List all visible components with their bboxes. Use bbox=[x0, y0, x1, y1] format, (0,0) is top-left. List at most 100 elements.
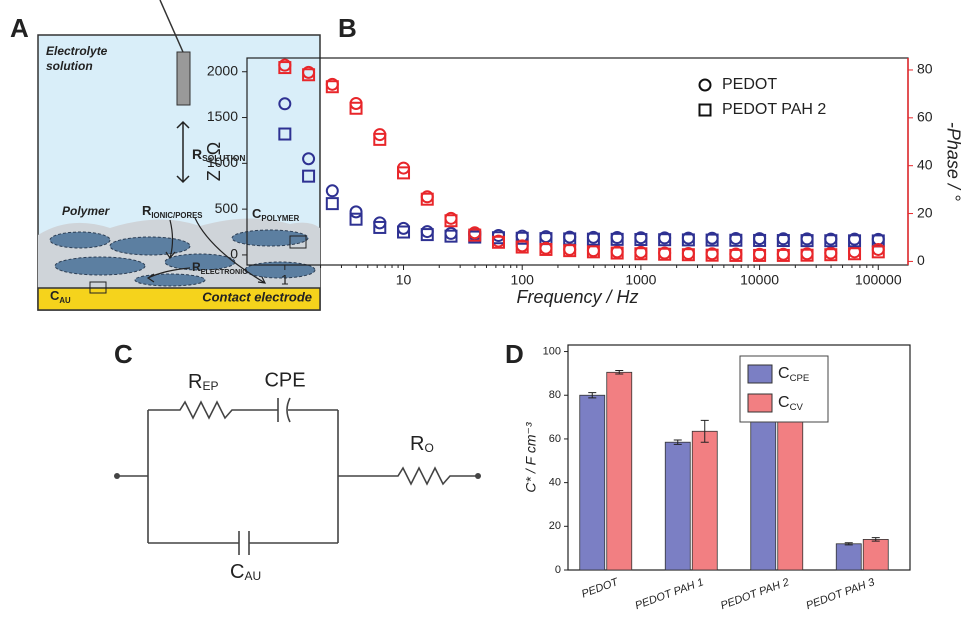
arrow bbox=[194, 217, 267, 284]
y2-axis-label: -Phase / ° bbox=[943, 122, 963, 201]
y-tick-label: 1000 bbox=[207, 154, 238, 170]
y-tick-label: 1500 bbox=[207, 108, 238, 124]
sub-label: CAU bbox=[230, 561, 261, 583]
data-point bbox=[444, 214, 458, 228]
y-tick-label: 100 bbox=[543, 345, 561, 357]
data-point bbox=[776, 234, 790, 248]
label-sub: AU bbox=[244, 569, 261, 583]
data-point bbox=[373, 220, 387, 234]
data-point bbox=[420, 225, 434, 239]
circuit bbox=[117, 397, 478, 555]
label-sub: CV bbox=[790, 402, 804, 413]
data-point bbox=[325, 197, 339, 211]
panel-label: D bbox=[505, 339, 524, 369]
label-sub: SOLUTION bbox=[202, 153, 245, 163]
y2-tick-label: 80 bbox=[917, 61, 933, 77]
data-point bbox=[325, 80, 339, 94]
data-point bbox=[420, 228, 434, 242]
label: CPE bbox=[264, 369, 305, 391]
data-point bbox=[776, 248, 790, 262]
label-sub: O bbox=[424, 441, 433, 455]
electrode-rod bbox=[176, 51, 191, 106]
y-tick-label: 2000 bbox=[207, 62, 238, 78]
data-point bbox=[848, 247, 862, 261]
data-point bbox=[705, 248, 719, 262]
label: Polymer bbox=[62, 204, 111, 218]
data-point bbox=[729, 233, 743, 247]
data-point bbox=[278, 127, 292, 141]
data-point bbox=[658, 233, 672, 247]
bar bbox=[835, 543, 862, 571]
data-point bbox=[349, 212, 363, 226]
panel-label: B bbox=[338, 13, 357, 43]
terminal bbox=[114, 473, 120, 479]
error-bar bbox=[588, 392, 597, 399]
data-point bbox=[468, 228, 482, 242]
x-tick-label: PEDOT PAH 3 bbox=[805, 576, 878, 612]
data-point bbox=[729, 248, 743, 262]
bar bbox=[691, 430, 718, 571]
sub-label: CPOLYMER bbox=[252, 206, 300, 223]
sub-label: REP bbox=[188, 371, 218, 393]
data-point bbox=[698, 78, 712, 92]
data-point bbox=[848, 234, 862, 248]
y2-tick-label: 40 bbox=[917, 156, 933, 172]
data-point bbox=[397, 225, 411, 239]
label-sub: CPE bbox=[790, 373, 810, 384]
data-point bbox=[491, 235, 505, 249]
data-point bbox=[634, 233, 648, 247]
label-main: C bbox=[50, 288, 60, 303]
y-tick-label: 80 bbox=[549, 389, 561, 401]
y2-tick-label: 60 bbox=[917, 109, 933, 125]
bar bbox=[579, 394, 606, 571]
data-point bbox=[586, 245, 600, 259]
arrow bbox=[146, 267, 191, 283]
data-point bbox=[681, 248, 695, 262]
sub-label: CAU bbox=[50, 288, 71, 305]
sub-label: CCV bbox=[778, 394, 803, 412]
x-tick-label: PEDOT PAH 1 bbox=[634, 576, 706, 612]
data-point bbox=[610, 232, 624, 246]
diagram-a bbox=[37, 0, 321, 311]
label-main: C bbox=[230, 561, 244, 583]
bar bbox=[750, 407, 777, 571]
error-bar bbox=[615, 370, 624, 375]
label-main: C bbox=[778, 394, 790, 411]
sub-label: RIONIC/PORES bbox=[142, 203, 203, 220]
polymer-blobs bbox=[49, 229, 316, 287]
data-point bbox=[302, 169, 316, 183]
y2-tick-label: 20 bbox=[917, 204, 933, 220]
x-tick-label: 100 bbox=[511, 272, 535, 288]
x-tick-label: 10000 bbox=[740, 272, 779, 288]
error-bar bbox=[844, 542, 853, 546]
label-main: R bbox=[192, 260, 201, 274]
bar bbox=[664, 441, 691, 571]
data-point bbox=[800, 234, 814, 248]
data-point bbox=[705, 233, 719, 247]
x-tick-label: 10 bbox=[396, 272, 412, 288]
sub-label: RSOLUTION bbox=[192, 146, 245, 164]
data-point bbox=[444, 229, 458, 243]
data-point bbox=[824, 234, 838, 248]
label-main: R bbox=[410, 433, 424, 455]
panel-label: A bbox=[10, 13, 29, 43]
data-point bbox=[302, 152, 316, 166]
sub-label: RO bbox=[410, 433, 434, 455]
label: Contact electrode bbox=[202, 289, 312, 304]
x-tick-label: 1 bbox=[281, 272, 289, 288]
y-axis-label: Z / Ω bbox=[204, 142, 224, 181]
arrow bbox=[165, 219, 176, 260]
label: solution bbox=[46, 59, 93, 73]
label-main: R bbox=[188, 371, 202, 393]
bar bbox=[862, 539, 889, 571]
y-tick-label: 40 bbox=[549, 477, 561, 489]
x-tick-label: 100000 bbox=[855, 272, 902, 288]
y-tick-label: 0 bbox=[555, 564, 561, 576]
marker-box bbox=[89, 281, 107, 294]
legend-label: PEDOT bbox=[722, 76, 777, 93]
data-point bbox=[515, 231, 529, 245]
label-sub: AU bbox=[59, 296, 71, 305]
data-point bbox=[349, 205, 363, 219]
legend-label: PEDOT PAH 2 bbox=[722, 101, 826, 118]
